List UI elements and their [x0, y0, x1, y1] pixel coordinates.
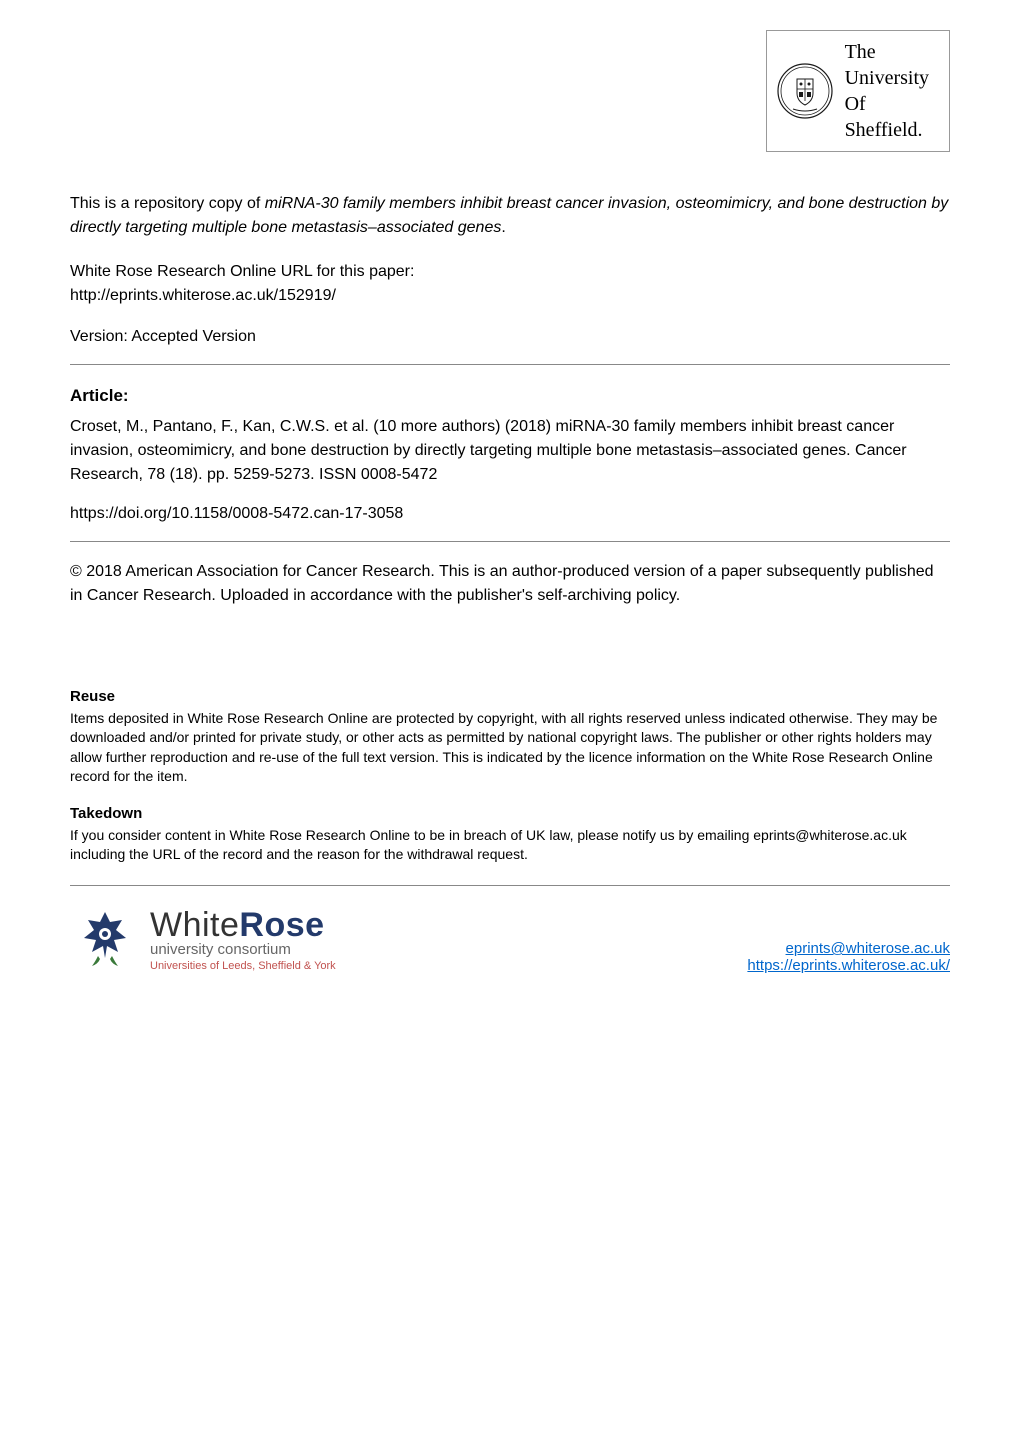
- article-section: Article: Croset, M., Pantano, F., Kan, C…: [70, 383, 950, 487]
- header: The University Of Sheffield.: [70, 30, 950, 152]
- reuse-section: Reuse Items deposited in White Rose Rese…: [70, 688, 950, 787]
- white-rose-title: WhiteRose: [150, 906, 336, 945]
- consortium-universities: Universities of Leeds, Sheffield & York: [150, 960, 336, 972]
- article-citation: Croset, M., Pantano, F., Kan, C.W.S. et …: [70, 415, 950, 487]
- divider: [70, 364, 950, 365]
- takedown-text: If you consider content in White Rose Re…: [70, 826, 950, 865]
- uni-line2: University: [845, 65, 929, 91]
- university-name: The University Of Sheffield.: [845, 39, 929, 143]
- university-logo-box: The University Of Sheffield.: [766, 30, 950, 152]
- intro-suffix: .: [501, 219, 505, 236]
- article-heading: Article:: [70, 383, 950, 409]
- takedown-heading: Takedown: [70, 805, 950, 822]
- divider: [70, 541, 950, 542]
- doi-link: https://doi.org/10.1158/0008-5472.can-17…: [70, 505, 950, 523]
- consortium-subtitle: university consortium: [150, 941, 336, 958]
- version-label: Version: Accepted Version: [70, 328, 950, 346]
- takedown-section: Takedown If you consider content in Whit…: [70, 805, 950, 865]
- intro-prefix: This is a repository copy of: [70, 195, 265, 212]
- university-crest-icon: [775, 61, 835, 121]
- footer-left: WhiteRose university consortium Universi…: [70, 904, 336, 974]
- divider: [70, 885, 950, 886]
- footer-website-link[interactable]: https://eprints.whiterose.ac.uk/: [747, 957, 950, 974]
- footer-email-link[interactable]: eprints@whiterose.ac.uk: [786, 940, 950, 957]
- copyright-notice: © 2018 American Association for Cancer R…: [70, 560, 950, 608]
- uni-line3: Of: [845, 91, 929, 117]
- uni-line4: Sheffield.: [845, 117, 929, 143]
- reuse-heading: Reuse: [70, 688, 950, 705]
- repository-intro: This is a repository copy of miRNA-30 fa…: [70, 192, 950, 240]
- title-rose: Rose: [239, 906, 324, 944]
- consortium-text: WhiteRose university consortium Universi…: [150, 906, 336, 972]
- reuse-text: Items deposited in White Rose Research O…: [70, 709, 950, 787]
- uni-line1: The: [845, 39, 929, 65]
- paper-url: http://eprints.whiterose.ac.uk/152919/: [70, 287, 336, 304]
- url-block: White Rose Research Online URL for this …: [70, 260, 950, 308]
- footer-right: eprints@whiterose.ac.uk https://eprints.…: [747, 940, 950, 974]
- white-rose-logo-icon: [70, 904, 140, 974]
- title-white: White: [150, 906, 239, 944]
- footer: WhiteRose university consortium Universi…: [70, 904, 950, 974]
- url-label: White Rose Research Online URL for this …: [70, 263, 414, 280]
